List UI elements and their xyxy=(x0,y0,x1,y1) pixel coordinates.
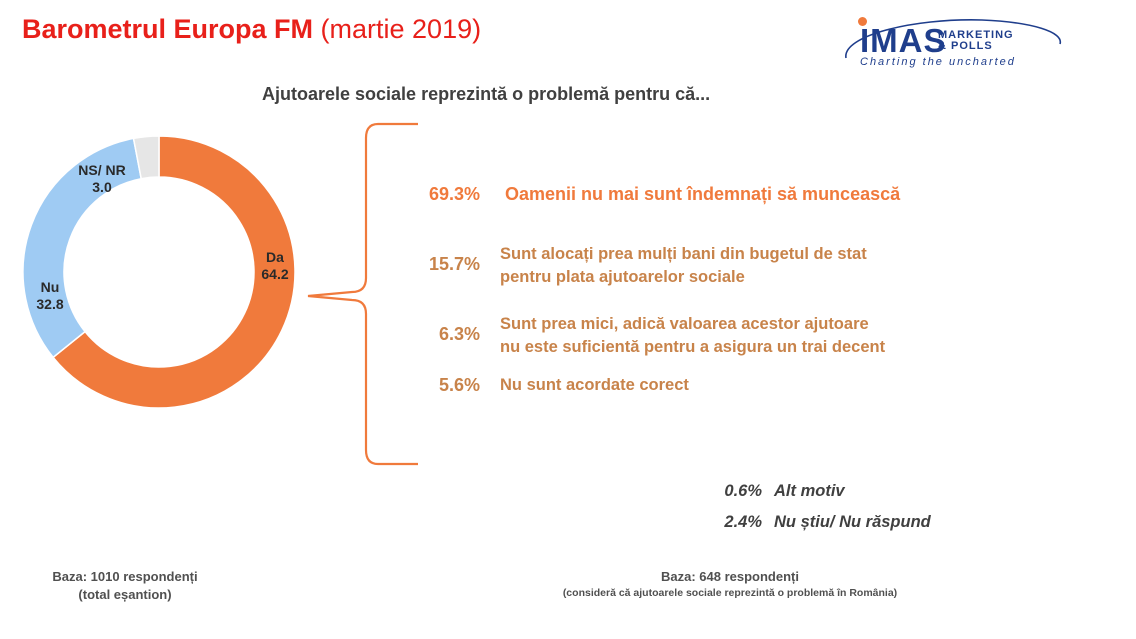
reason-text-line: nu este suficientă pentru a asigura un t… xyxy=(500,338,886,356)
reason-pct: 5.6% xyxy=(438,375,480,395)
reason-text-line: Sunt prea mici, adică valoarea acestor a… xyxy=(500,315,869,333)
base-note-left: Baza: 1010 respondenți (total eșantion) xyxy=(30,568,220,604)
imas-logo: IMAS MARKETING & POLLS Charting the unch… xyxy=(832,14,1072,74)
other-text: Alt motiv xyxy=(774,482,845,500)
slice-name: Nu xyxy=(41,279,60,295)
slice-label: Da 64.2 xyxy=(261,249,288,282)
other-text: Nu știu/ Nu răspund xyxy=(774,513,931,531)
logo-line1: MARKETING xyxy=(938,29,1014,41)
slice-name: NS/ NR xyxy=(78,162,125,178)
reason-text: Oamenii nu mai sunt îndemnați să munceas… xyxy=(505,184,901,204)
reason-text-line: pentru plata ajutoarelor sociale xyxy=(500,268,745,286)
base-note-line: Baza: 648 respondenți xyxy=(661,569,799,584)
slice-label: Nu 32.8 xyxy=(36,279,63,312)
reason-pct: 6.3% xyxy=(438,324,480,344)
logo-subtext: MARKETING & POLLS xyxy=(938,30,1014,52)
base-note-line: (consideră că ajutoarele sociale reprezi… xyxy=(562,587,898,599)
other-row-1: 0.6% Alt motiv xyxy=(712,482,845,501)
reason-text: Sunt prea mici, adică valoarea acestor a… xyxy=(500,313,885,359)
brace-connector xyxy=(307,122,418,466)
other-row-2: 2.4% Nu știu/ Nu răspund xyxy=(712,513,931,532)
slice-name: Da xyxy=(266,249,284,265)
donut-chart: Da 64.2 Nu 32.8 NS/ NR 3.0 xyxy=(22,135,296,409)
donut-slice-ns-nr xyxy=(132,135,160,180)
page-title: Barometrul Europa FM (martie 2019) xyxy=(22,14,481,45)
title-main: Barometrul Europa FM xyxy=(22,14,314,44)
slice-value: 64.2 xyxy=(261,266,288,282)
reason-text-line: Sunt alocați prea mulți bani din bugetul… xyxy=(500,245,867,263)
reason-pct: 15.7% xyxy=(428,254,480,274)
reason-text: Sunt alocați prea mulți bani din bugetul… xyxy=(500,243,867,289)
slice-label: NS/ NR 3.0 xyxy=(78,162,125,195)
slice-value: 3.0 xyxy=(92,179,112,195)
logo-arc xyxy=(845,19,1061,59)
question-heading: Ajutoarele sociale reprezintă o problemă… xyxy=(262,84,711,104)
other-pct: 0.6% xyxy=(724,482,762,500)
reason-text: Nu sunt acordate corect xyxy=(500,376,689,394)
title-date: (martie 2019) xyxy=(313,14,482,44)
base-note-line: Baza: 1010 respondenți xyxy=(52,569,198,584)
base-note-line: (total eșantion) xyxy=(78,587,172,602)
reason-pct: 69.3% xyxy=(428,184,480,204)
logo-line2: & POLLS xyxy=(938,40,993,52)
logo-dot-icon xyxy=(858,17,867,26)
slice-value: 32.8 xyxy=(36,296,63,312)
other-pct: 2.4% xyxy=(724,513,762,531)
logo-wordmark: IMAS xyxy=(860,22,947,59)
base-note-right: Baza: 648 respondenți (consideră că ajut… xyxy=(480,568,980,602)
donut-slice-da xyxy=(52,135,296,409)
logo-tagline: Charting the uncharted xyxy=(860,56,1016,68)
